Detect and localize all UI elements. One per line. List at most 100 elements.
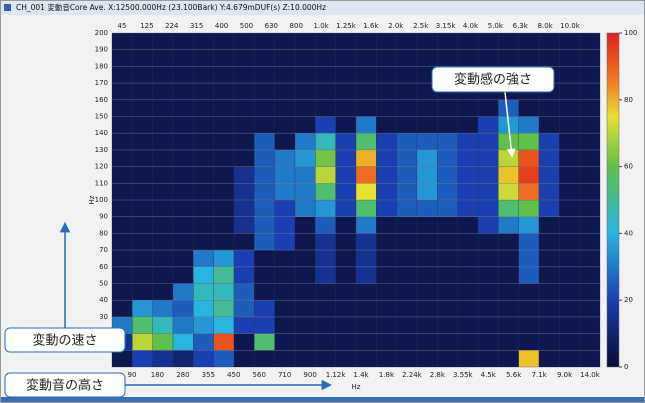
heat-cell (294, 300, 316, 318)
heat-cell (477, 183, 499, 201)
heat-cell (233, 99, 255, 117)
heat-cell (457, 32, 479, 50)
heat-cell (233, 149, 255, 167)
heat-cell (254, 233, 275, 251)
heat-cell (457, 149, 479, 167)
heat-cell (294, 249, 316, 267)
heat-cell (396, 266, 418, 284)
heat-cell (538, 99, 560, 117)
heat-cell (152, 116, 174, 134)
heat-cell (457, 166, 479, 184)
heat-cell (111, 233, 133, 251)
heat-cell (498, 183, 519, 201)
heat-cell (477, 133, 499, 151)
heat-cell (396, 149, 418, 167)
heat-cell (518, 350, 540, 368)
heat-cell (111, 149, 133, 167)
heat-cell (416, 99, 438, 117)
heat-cell (498, 199, 519, 217)
heat-cell (193, 166, 214, 184)
callout-arrow (504, 91, 516, 158)
heat-cell (315, 333, 336, 351)
heat-cell (274, 199, 296, 217)
heat-cell (213, 199, 235, 217)
heat-cell (315, 149, 336, 167)
heat-cell (294, 216, 316, 234)
heat-cell (416, 266, 438, 284)
y-tick-label: 40 (99, 296, 108, 304)
heat-cell (274, 66, 296, 84)
heat-cell (579, 249, 601, 267)
heat-cell (437, 49, 458, 67)
heat-cell (213, 133, 235, 151)
y-tick-label: 100 (95, 196, 108, 204)
y-tick-label: 70 (99, 246, 108, 254)
heat-cell (457, 350, 479, 368)
heat-cell (132, 300, 153, 318)
heat-cell (254, 99, 275, 117)
heat-cell (172, 166, 194, 184)
heat-cell (457, 216, 479, 234)
heat-cell (437, 99, 458, 117)
x-bottom-label: 180 (151, 371, 164, 379)
heat-cell (477, 32, 499, 50)
heat-cell (172, 149, 194, 167)
heat-cell (416, 316, 438, 334)
heat-cell (132, 316, 153, 334)
heat-cell (172, 49, 194, 67)
y-axis-label: Hz (88, 195, 96, 204)
heat-cell (457, 49, 479, 67)
heat-cell (477, 116, 499, 134)
x-top-label: 500 (240, 22, 253, 30)
y-tick-label: 90 (99, 213, 108, 221)
heat-cell (335, 350, 357, 368)
y-tick-label: 140 (95, 129, 108, 137)
heat-cell (457, 316, 479, 334)
heat-cell (355, 99, 377, 117)
heat-cell (172, 66, 194, 84)
heat-cell (213, 216, 235, 234)
x-bottom-label: 3.55k (453, 371, 474, 379)
heat-cell (538, 183, 560, 201)
heat-cell (152, 266, 174, 284)
y-tick-label: 80 (99, 229, 108, 237)
heat-cell (579, 166, 601, 184)
heat-cell (579, 66, 601, 84)
x-top-label: 6.3k (513, 22, 529, 30)
heat-cell (355, 266, 377, 284)
heat-cell (193, 249, 214, 267)
heat-cell (538, 166, 560, 184)
heat-cell (193, 32, 214, 50)
heat-cell (559, 116, 580, 134)
heat-cell (416, 300, 438, 318)
heat-cell (213, 116, 235, 134)
heat-cell (396, 66, 418, 84)
heat-cell (396, 183, 418, 201)
heat-cell (335, 333, 357, 351)
heat-cell (294, 66, 316, 84)
heat-cell (355, 283, 377, 301)
x-top-label: 1.6k (363, 22, 379, 30)
heat-cell (396, 49, 418, 67)
heat-cell (111, 350, 133, 368)
heat-cell (233, 283, 255, 301)
heat-cell (233, 32, 255, 50)
heat-cell (396, 249, 418, 267)
heat-cell (579, 116, 601, 134)
heat-cell (274, 183, 296, 201)
heat-cell (335, 133, 357, 151)
heat-cell (498, 99, 519, 117)
heat-cell (152, 66, 174, 84)
heat-cell (579, 49, 601, 67)
heat-cell (538, 283, 560, 301)
heat-cell (274, 316, 296, 334)
heat-cell (213, 183, 235, 201)
heat-cell (416, 216, 438, 234)
x-top-label: 45 (118, 22, 127, 30)
heat-cell (355, 66, 377, 84)
heat-cell (518, 32, 540, 50)
heat-cell (396, 133, 418, 151)
heat-cell (498, 283, 519, 301)
heat-cell (193, 49, 214, 67)
